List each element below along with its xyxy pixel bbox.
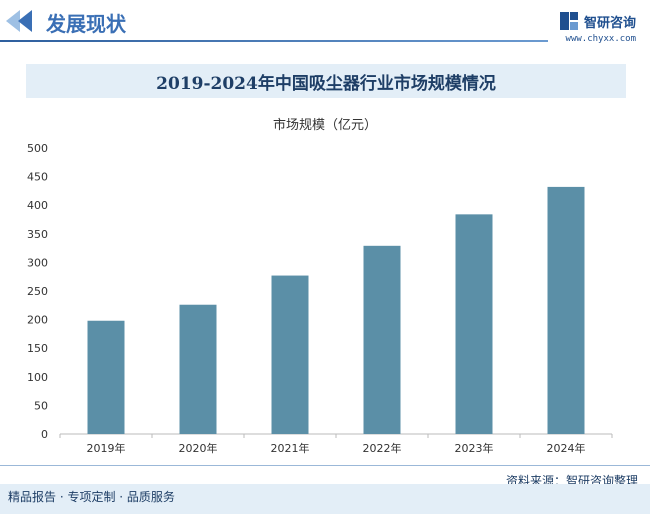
- chart-title: 2019-2024年中国吸尘器行业市场规模情况: [156, 73, 496, 94]
- bar: [271, 275, 309, 434]
- y-tick-label: 0: [41, 428, 48, 441]
- footer-divider: [0, 465, 650, 466]
- brand-url: www.chyxx.com: [565, 34, 636, 44]
- y-tick-label: 300: [27, 256, 48, 269]
- x-tick-label: 2021年: [271, 441, 310, 455]
- page-header: 发展现状 智研咨询 www.chyxx.com: [0, 0, 650, 50]
- bar: [455, 214, 493, 434]
- series-label: 市场规模（亿元）: [272, 118, 377, 133]
- section-title: 发展现状: [46, 12, 126, 36]
- x-tick-label: 2023年: [455, 441, 494, 455]
- y-tick-label: 50: [34, 399, 48, 412]
- footer-slogan: 精品报告 · 专项定制 · 品质服务: [8, 490, 175, 504]
- footer-band: [0, 484, 650, 514]
- y-tick-label: 250: [27, 285, 48, 298]
- chart-title-bar: 2019-2024年中国吸尘器行业市场规模情况: [26, 64, 626, 98]
- x-tick-label: 2019年: [87, 441, 126, 455]
- x-tick-label: 2020年: [179, 441, 218, 455]
- x-tick-label: 2024年: [547, 441, 586, 455]
- bar: [547, 186, 585, 434]
- brand-logo-icon: [559, 12, 578, 30]
- brand: 智研咨询 www.chyxx.com: [558, 10, 636, 44]
- y-tick-label: 150: [27, 342, 48, 355]
- y-tick-label: 100: [27, 371, 48, 384]
- header-divider: [0, 40, 548, 42]
- y-tick-label: 450: [27, 171, 48, 184]
- y-tick-label: 350: [27, 228, 48, 241]
- y-tick-label: 400: [27, 199, 48, 212]
- y-tick-label: 500: [27, 142, 48, 155]
- bar: [363, 245, 401, 434]
- x-tick-label: 2022年: [363, 441, 402, 455]
- bar: [179, 304, 217, 434]
- bar: [87, 320, 125, 434]
- double-triangle-icon: [6, 10, 32, 32]
- y-tick-label: 200: [27, 314, 48, 327]
- brand-name: 智研咨询: [583, 15, 636, 31]
